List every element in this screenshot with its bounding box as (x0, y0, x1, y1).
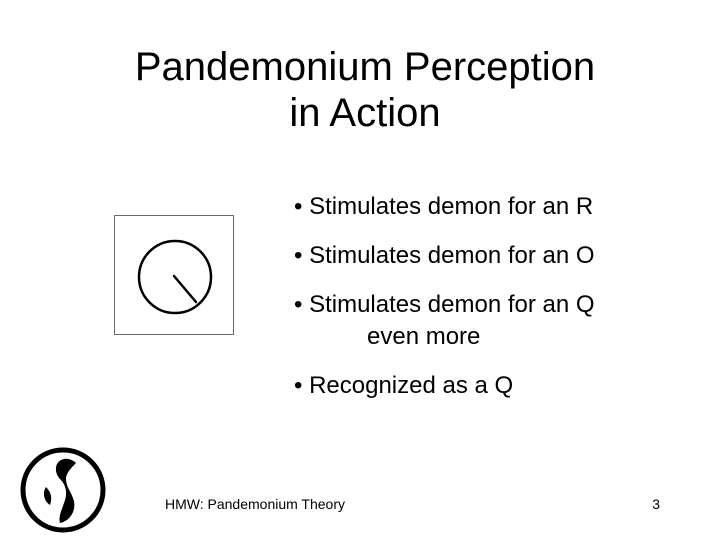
slide-title-line-1: Pandemonium Perception (134, 45, 596, 89)
bullet-continuation: even more (367, 323, 481, 350)
slide-title-line-2: in Action (289, 91, 441, 135)
bullet-item: • Stimulates demon for an R (294, 191, 704, 223)
bullet-item: • Recognized as a Q (294, 370, 704, 402)
bullet-text: • Stimulates demon for an O (294, 242, 595, 269)
bullet-list: • Stimulates demon for an R • Stimulates… (294, 191, 704, 419)
slide-title: Pandemonium Perception in Action (60, 44, 670, 136)
stimulus-box (114, 215, 234, 335)
bullet-text: • Stimulates demon for an Q (294, 291, 595, 318)
circle-with-diagonal-tail-icon (137, 239, 213, 315)
university-seal-logo-icon (20, 447, 106, 533)
bullet-item: • Stimulates demon for an Q even more (294, 289, 704, 353)
bullet-text: • Stimulates demon for an R (294, 193, 594, 220)
footer-text: HMW: Pandemonium Theory (165, 496, 345, 512)
bullet-text: • Recognized as a Q (294, 372, 514, 399)
bullet-item: • Stimulates demon for an O (294, 240, 704, 272)
page-number: 3 (652, 496, 660, 512)
